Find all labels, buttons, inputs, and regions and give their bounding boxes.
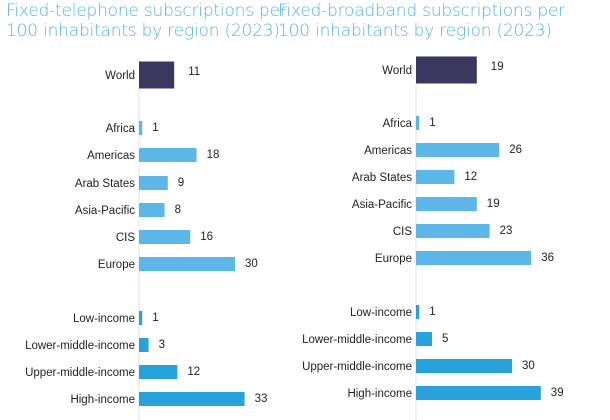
left-chart-title: Fixed-telephone subscriptions per 100 in…	[6, 1, 287, 41]
right-category-label: Americas	[364, 145, 412, 157]
right-category-label: Europe	[375, 253, 412, 265]
left-category-label: Europe	[98, 259, 135, 271]
left-bar-europe	[139, 257, 235, 271]
right-bar-upper-middle-income	[416, 359, 512, 373]
left-value-label: 1	[152, 312, 158, 324]
right-value-label: 39	[551, 387, 564, 399]
left-value-label: 9	[178, 177, 184, 189]
right-chart-title: Fixed-broadband subscriptions per 100 in…	[278, 1, 565, 41]
right-value-label: 1	[429, 306, 435, 318]
left-category-label: Americas	[87, 150, 135, 162]
right-bar-low-income	[416, 305, 420, 319]
left-category-label: High-income	[70, 394, 135, 406]
left-bar-low-income	[139, 311, 143, 325]
right-value-label: 23	[500, 225, 513, 237]
left-value-label: 11	[188, 66, 200, 78]
left-value-label: 8	[175, 204, 181, 216]
right-bar-high-income	[416, 386, 541, 400]
left-category-label: Africa	[106, 123, 136, 135]
right-category-label: CIS	[393, 226, 413, 238]
right-category-label: High-income	[347, 388, 412, 400]
right-bar-lower-middle-income	[416, 332, 432, 346]
right-value-label: 30	[522, 360, 535, 372]
left-category-label: Arab States	[75, 178, 135, 190]
left-bar-high-income	[139, 392, 245, 406]
left-category-label: Upper-middle-income	[25, 367, 135, 379]
left-category-label: World	[105, 70, 135, 82]
left-bar-lower-middle-income	[139, 338, 149, 352]
right-category-label: World	[382, 65, 412, 77]
right-value-label: 19	[491, 61, 504, 73]
right-category-label: Low-income	[350, 307, 412, 319]
left-category-label: Asia-Pacific	[75, 205, 135, 217]
left-title-line-1: Fixed-telephone subscriptions per	[6, 1, 287, 21]
left-value-label: 3	[159, 339, 165, 351]
right-value-label: 5	[442, 333, 448, 345]
right-value-label: 26	[509, 144, 522, 156]
left-value-label: 30	[245, 258, 258, 270]
right-bar-world	[416, 56, 477, 84]
left-value-label: 18	[207, 149, 220, 161]
left-bar-world	[139, 61, 175, 89]
right-title-line-2: 100 inhabitants by region (2023)	[278, 21, 552, 41]
left-category-label: CIS	[116, 232, 136, 244]
right-bar-asia-pacific	[416, 197, 477, 211]
left-bar-asia-pacific	[139, 203, 165, 217]
right-value-label: 36	[541, 252, 554, 264]
left-bar-americas	[139, 148, 197, 162]
right-bar-arab-states	[416, 170, 455, 184]
right-category-label: Upper-middle-income	[302, 361, 412, 373]
right-bar-africa	[416, 116, 420, 130]
right-value-label: 12	[464, 171, 477, 183]
right-value-label: 19	[487, 198, 500, 210]
left-value-label: 16	[200, 231, 213, 243]
left-value-label: 1	[152, 122, 158, 134]
left-title-line-2: 100 inhabitants by region (2023)	[6, 21, 280, 41]
left-bar-cis	[139, 230, 191, 244]
right-bar-cis	[416, 224, 490, 238]
left-category-label: Lower-middle-income	[25, 340, 135, 352]
left-bar-upper-middle-income	[139, 365, 178, 379]
left-bar-arab-states	[139, 176, 168, 190]
left-value-label: 33	[255, 393, 268, 405]
right-category-label: Africa	[383, 118, 413, 130]
right-bar-europe	[416, 251, 532, 265]
right-bar-americas	[416, 143, 500, 157]
left-value-label: 12	[187, 366, 200, 378]
right-category-label: Arab States	[352, 172, 412, 184]
left-bar-africa	[139, 121, 143, 135]
right-category-label: Lower-middle-income	[302, 334, 412, 346]
left-category-label: Low-income	[73, 313, 135, 325]
right-title-line-1: Fixed-broadband subscriptions per	[278, 1, 565, 21]
right-category-label: Asia-Pacific	[352, 199, 412, 211]
right-value-label: 1	[429, 117, 435, 129]
